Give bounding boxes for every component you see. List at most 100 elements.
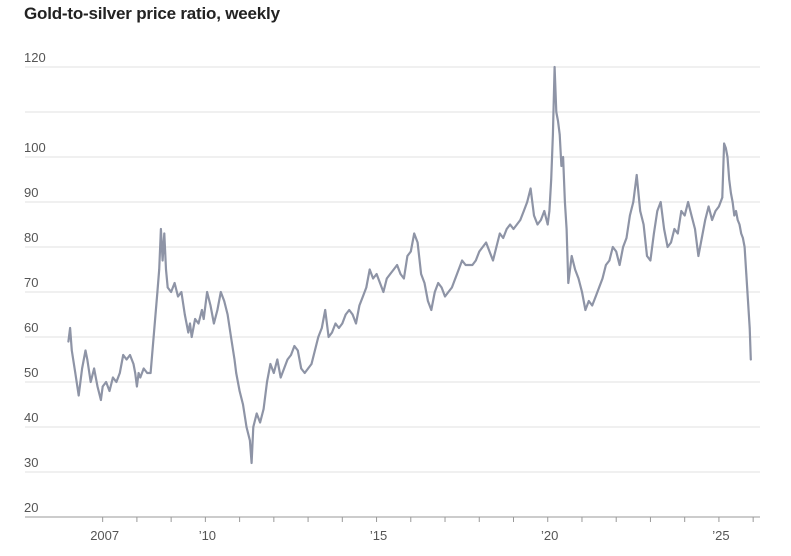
- data-point: [100, 399, 102, 401]
- data-point: [416, 241, 419, 244]
- data-point: [533, 214, 535, 217]
- data-point: [293, 345, 296, 347]
- series-line: [67, 65, 752, 465]
- data-point: [740, 232, 743, 235]
- data-point: [743, 246, 746, 248]
- y-tick-label: 60: [24, 320, 38, 335]
- data-point: [226, 313, 229, 316]
- data-point: [618, 264, 621, 266]
- data-point: [409, 250, 412, 253]
- data-point: [158, 268, 161, 271]
- data-point: [430, 309, 433, 311]
- data-point: [495, 246, 498, 248]
- data-point: [89, 381, 92, 383]
- data-point: [570, 255, 573, 257]
- data-point: [396, 264, 398, 266]
- data-point: [454, 277, 457, 280]
- data-point: [680, 210, 683, 212]
- data-point: [555, 111, 558, 113]
- data-point: [649, 259, 652, 262]
- data-point: [639, 210, 642, 212]
- data-point: [690, 214, 693, 217]
- data-point: [134, 372, 137, 374]
- data-point: [427, 300, 429, 302]
- data-point: [505, 228, 508, 230]
- data-point: [74, 372, 77, 374]
- data-point: [498, 232, 501, 235]
- data-point: [608, 259, 611, 262]
- data-point: [714, 210, 717, 212]
- data-point: [69, 327, 71, 329]
- data-point: [190, 336, 193, 338]
- data-point: [724, 147, 727, 149]
- data-point: [444, 295, 446, 298]
- data-point: [536, 223, 539, 226]
- data-point: [206, 291, 209, 293]
- x-axis-ticks: 2007 ’10 ’15 ’20 ’25: [90, 517, 754, 543]
- data-point: [324, 309, 327, 311]
- data-point: [344, 313, 347, 316]
- data-point: [170, 291, 173, 293]
- data-point: [707, 205, 710, 208]
- data-point: [468, 264, 470, 266]
- data-point: [136, 385, 138, 388]
- data-point: [358, 304, 361, 307]
- data-point: [125, 358, 128, 361]
- series-layer: [67, 65, 752, 465]
- data-point: [77, 394, 80, 397]
- data-point: [238, 390, 241, 392]
- data-point: [711, 219, 713, 221]
- data-point: [327, 336, 330, 338]
- data-point: [362, 295, 364, 298]
- data-point: [163, 232, 166, 235]
- data-point: [502, 237, 505, 239]
- data-point: [587, 300, 590, 302]
- data-point: [129, 354, 131, 356]
- data-point: [201, 309, 203, 311]
- x-tick-label: ’15: [370, 528, 387, 543]
- data-point: [233, 358, 236, 361]
- data-point: [560, 165, 563, 167]
- data-point: [735, 210, 737, 212]
- data-point: [558, 133, 561, 136]
- data-point: [348, 309, 351, 311]
- data-point: [519, 219, 522, 221]
- data-point: [548, 210, 551, 212]
- data-point: [81, 367, 83, 370]
- data-point: [726, 156, 729, 158]
- data-point: [728, 178, 731, 181]
- y-tick-label: 20: [24, 500, 38, 515]
- data-point: [413, 232, 416, 235]
- data-point: [108, 390, 111, 392]
- data-point: [286, 358, 289, 361]
- data-point: [605, 264, 607, 266]
- data-point: [86, 358, 89, 361]
- data-point: [156, 291, 159, 293]
- data-point: [676, 232, 679, 235]
- data-point: [704, 219, 707, 221]
- data-point: [341, 322, 344, 325]
- data-point: [615, 250, 618, 253]
- data-point: [216, 309, 219, 311]
- data-point: [733, 214, 736, 217]
- data-point: [202, 318, 205, 320]
- data-point: [389, 273, 392, 275]
- data-point: [673, 228, 676, 230]
- data-point: [700, 237, 703, 239]
- data-point: [611, 246, 614, 248]
- data-point: [423, 282, 426, 284]
- data-point: [317, 336, 320, 338]
- data-point: [447, 291, 450, 293]
- data-point: [601, 277, 604, 280]
- data-point: [368, 268, 371, 271]
- data-point: [433, 291, 436, 293]
- data-point: [101, 385, 104, 388]
- data-point: [173, 282, 176, 284]
- data-point: [334, 322, 337, 325]
- data-point: [663, 228, 665, 230]
- y-tick-label: 80: [24, 230, 38, 245]
- data-point: [118, 372, 121, 374]
- data-point: [565, 228, 568, 230]
- data-point: [526, 201, 529, 203]
- data-point: [194, 318, 197, 320]
